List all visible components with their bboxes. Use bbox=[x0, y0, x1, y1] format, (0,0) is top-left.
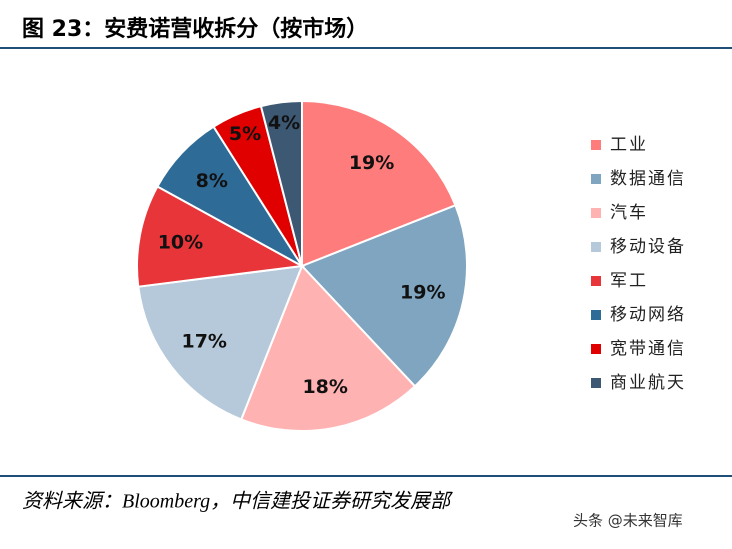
data-label: 5% bbox=[229, 123, 261, 145]
legend-swatch bbox=[591, 344, 601, 354]
source: 资料来源：Bloomberg，中信建投证券研究发展部 bbox=[22, 491, 453, 513]
legend-label: 军工 bbox=[610, 271, 648, 291]
data-label: 10% bbox=[158, 231, 203, 253]
pie-slice bbox=[137, 264, 304, 421]
data-label: 18% bbox=[302, 376, 347, 398]
pie-slice bbox=[259, 99, 303, 267]
legend-label: 工业 bbox=[610, 135, 648, 155]
legend-swatch bbox=[591, 208, 601, 218]
pie-slice bbox=[300, 203, 468, 388]
data-label: 19% bbox=[400, 281, 445, 303]
legend-swatch bbox=[591, 140, 601, 150]
pie-slice bbox=[136, 185, 306, 288]
data-label: 17% bbox=[181, 330, 226, 352]
legend-label: 移动网络 bbox=[610, 305, 686, 325]
legend-swatch bbox=[591, 174, 601, 184]
data-label: 4% bbox=[268, 112, 300, 134]
legend-label: 宽带通信 bbox=[610, 339, 686, 359]
legend-label: 汽车 bbox=[610, 203, 648, 223]
legend-label: 商业航天 bbox=[610, 373, 686, 393]
pie-slice bbox=[239, 264, 417, 432]
data-label: 19% bbox=[349, 152, 394, 174]
data-label: 8% bbox=[196, 170, 228, 192]
pie-slice bbox=[301, 99, 457, 268]
chart-title: 图 23：安费诺营收拆分（按市场） bbox=[22, 16, 368, 42]
legend-swatch bbox=[591, 242, 601, 252]
legend-label: 移动设备 bbox=[610, 237, 686, 257]
legend-label: 数据通信 bbox=[610, 169, 686, 189]
legend-swatch bbox=[591, 276, 601, 286]
legend-swatch bbox=[591, 378, 601, 388]
legend-swatch bbox=[591, 310, 601, 320]
watermark: 头条 @未来智库 bbox=[573, 512, 683, 530]
